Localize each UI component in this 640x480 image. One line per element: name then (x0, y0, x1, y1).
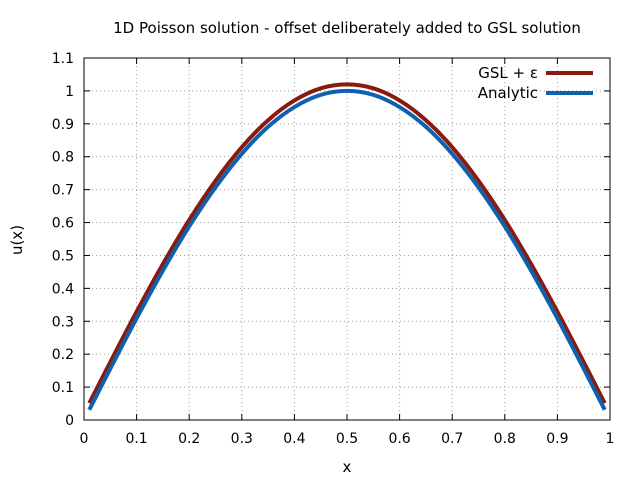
y-tick-label: 0.2 (52, 347, 74, 363)
x-tick-label: 0.7 (441, 431, 463, 447)
x-tick-label: 0.1 (125, 431, 147, 447)
x-tick-label: 0.6 (388, 431, 410, 447)
x-tick-label: 0.8 (494, 431, 516, 447)
series (87, 82, 607, 411)
y-tick-label: 0.3 (52, 314, 74, 330)
y-tick-label: 0.9 (52, 117, 74, 133)
legend-label: GSL + ε (478, 64, 538, 82)
plot-frame (83, 57, 611, 421)
legend-label: Analytic (478, 84, 538, 102)
chart-title: 1D Poisson solution - offset deliberatel… (113, 19, 581, 37)
legend: GSL + ε Analytic (478, 64, 593, 102)
y-tick-label: 0.1 (52, 380, 74, 396)
y-tick-label: 0.8 (52, 150, 74, 166)
y-tick-label: 0.5 (52, 248, 74, 264)
y-tick-label: 1.1 (52, 51, 74, 67)
x-tick-label: 0.4 (283, 431, 305, 447)
series-line-analytic (87, 88, 607, 411)
series-line-gsl (87, 82, 607, 405)
y-axis-title: u(x) (8, 225, 26, 255)
y-tick-label: 0 (65, 413, 74, 429)
y-tick-label: 0.4 (52, 281, 74, 297)
grid (84, 58, 610, 420)
y-tick-label: 0.7 (52, 183, 74, 199)
x-axis-title: x (343, 458, 352, 476)
x-tick-label: 0.2 (178, 431, 200, 447)
y-tick-label: 0.6 (52, 216, 74, 232)
x-tick-label: 0.5 (336, 431, 358, 447)
x-tick-label: 0 (80, 431, 89, 447)
x-tick-label: 0.3 (231, 431, 253, 447)
x-tick-label: 0.9 (546, 431, 568, 447)
y-tick-label: 1 (65, 84, 74, 100)
tick-labels: 0 0.1 0.2 0.3 0.4 0.5 0.6 0.7 0.8 0.9 1 0 0.1 0.2 0.3 0… (52, 51, 615, 447)
x-tick-label: 1 (606, 431, 615, 447)
